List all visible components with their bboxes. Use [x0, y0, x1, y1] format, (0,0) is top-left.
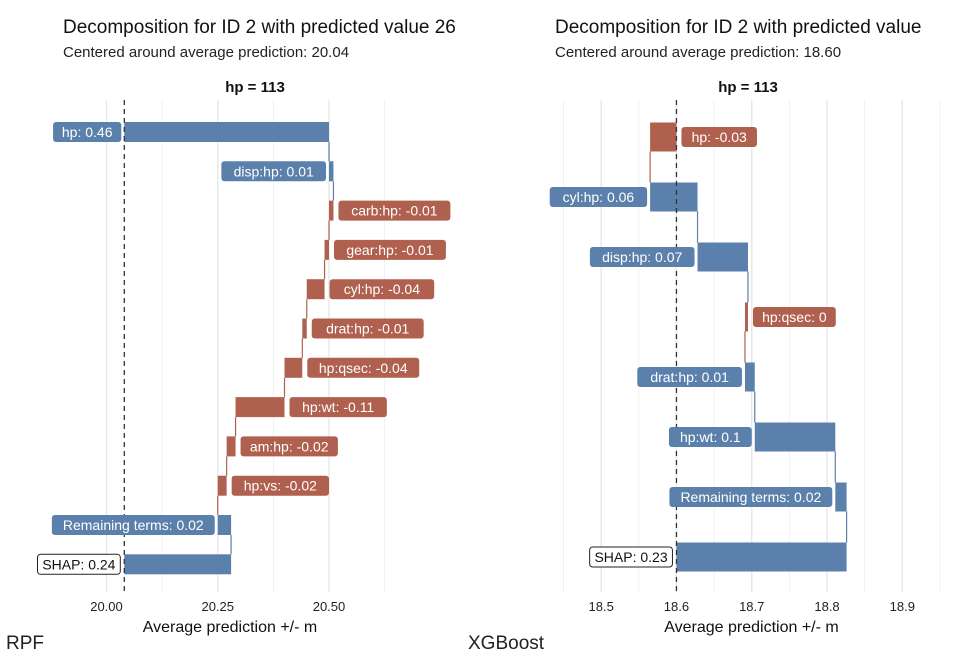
data-label: cyl:hp: 0.06	[563, 189, 635, 205]
bar-hp	[744, 302, 748, 332]
bar-drat	[744, 362, 755, 392]
bar-carb	[329, 200, 334, 221]
data-label-box	[231, 475, 330, 496]
data-label-box	[221, 161, 326, 182]
data-label-box	[329, 279, 435, 300]
data-label: hp:vs: -0.02	[244, 478, 317, 494]
x-axis-label: Average prediction +/- m	[143, 619, 317, 636]
data-label-box	[589, 546, 673, 568]
data-label: SHAP: 0.24	[42, 556, 115, 572]
bar-cyl	[306, 279, 325, 300]
data-label-box	[549, 187, 648, 207]
bar-drat	[302, 318, 307, 339]
x-tick-label: 18.8	[814, 599, 839, 614]
bar-disp	[697, 242, 748, 272]
chart-subtitle: Centered around average prediction: 20.0…	[63, 44, 349, 61]
data-label: hp:qsec: 0	[762, 309, 827, 325]
data-label-box	[311, 318, 424, 339]
data-label-box	[334, 239, 446, 260]
data-label-box	[589, 247, 695, 267]
bar-remaining-terms	[217, 515, 232, 535]
bar-remaining-terms	[835, 482, 847, 512]
data-label: hp:qsec: -0.04	[319, 360, 408, 376]
data-label-box	[37, 553, 121, 575]
data-label-box	[51, 515, 215, 535]
bar-hp	[650, 122, 677, 152]
data-label-box	[752, 307, 836, 327]
data-label: Remaining terms: 0.02	[680, 489, 821, 505]
bar-hp	[217, 475, 227, 496]
bar-hp	[124, 122, 329, 142]
data-label-box	[307, 357, 420, 378]
data-label-box	[637, 367, 742, 387]
bar-am	[226, 436, 236, 457]
data-label: SHAP: 0.23	[594, 549, 667, 565]
data-label: disp:hp: 0.01	[234, 163, 314, 179]
bar-cyl	[650, 182, 698, 212]
x-tick-label: 18.6	[664, 599, 689, 614]
x-tick-label: 20.50	[313, 599, 346, 614]
x-tick-label: 18.7	[739, 599, 764, 614]
bar-hp	[754, 422, 836, 452]
data-label: hp: -0.03	[692, 129, 747, 145]
facet-strip-label: hp = 113	[225, 79, 285, 96]
bar-shap	[676, 542, 847, 572]
data-label: drat:hp: -0.01	[326, 321, 409, 337]
data-label-box	[289, 397, 387, 418]
chart-title: Decomposition for ID 2 with predicted va…	[63, 17, 456, 38]
x-tick-label: 18.5	[589, 599, 614, 614]
data-label: Remaining terms: 0.02	[63, 517, 204, 533]
data-label-box	[668, 427, 752, 447]
caption-rpf: RPF	[6, 633, 44, 654]
data-label-box	[240, 436, 338, 457]
bar-hp	[284, 357, 303, 378]
panel-rpf: Decomposition for ID 2 with predicted va…	[37, 17, 456, 636]
data-label: gear:hp: -0.01	[346, 242, 433, 258]
data-label: hp:wt: -0.11	[302, 399, 374, 415]
panel-xgboost: Decomposition for ID 2 with predicted va…	[549, 17, 941, 636]
data-label: am:hp: -0.02	[250, 438, 329, 454]
bar-disp	[329, 161, 334, 182]
chart-subtitle: Centered around average prediction: 18.6…	[555, 44, 841, 61]
bar-hp	[235, 397, 285, 418]
data-label-box	[669, 487, 833, 507]
bar-shap	[124, 554, 232, 575]
chart-title: Decomposition for ID 2 with predicted va…	[555, 17, 921, 38]
data-label-box	[53, 122, 122, 142]
data-label-box	[681, 127, 757, 147]
data-label: hp:wt: 0.1	[680, 429, 741, 445]
data-label: disp:hp: 0.07	[602, 249, 682, 265]
data-label: drat:hp: 0.01	[650, 369, 729, 385]
data-label: carb:hp: -0.01	[351, 203, 438, 219]
bar-gear	[324, 239, 329, 260]
data-label: cyl:hp: -0.04	[344, 281, 420, 297]
x-axis-label: Average prediction +/- m	[664, 619, 838, 636]
x-tick-label: 20.25	[201, 599, 234, 614]
data-label-box	[338, 200, 451, 221]
x-tick-label: 20.00	[90, 599, 123, 614]
x-tick-label: 18.9	[890, 599, 915, 614]
caption-xgboost: XGBoost	[468, 633, 545, 654]
data-label: hp: 0.46	[62, 124, 113, 140]
facet-strip-label: hp = 113	[718, 79, 778, 96]
